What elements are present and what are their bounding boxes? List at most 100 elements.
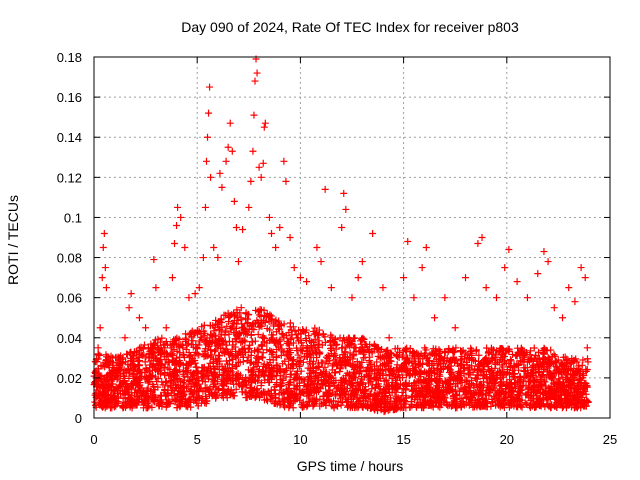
data-point — [274, 362, 282, 370]
data-point — [373, 358, 381, 366]
data-point — [100, 383, 108, 391]
data-point — [135, 386, 143, 394]
data-point — [253, 362, 261, 370]
data-point — [276, 382, 284, 390]
data-point — [217, 345, 225, 353]
data-point — [182, 337, 190, 345]
data-point-peak — [121, 334, 129, 342]
data-point-peak — [565, 284, 573, 292]
data-point — [254, 330, 262, 338]
data-point — [374, 352, 382, 360]
data-point — [265, 379, 273, 387]
data-point — [543, 373, 551, 381]
data-point — [199, 388, 207, 396]
data-point — [552, 402, 560, 410]
data-point — [328, 374, 336, 382]
data-point — [337, 386, 345, 394]
data-point — [223, 360, 231, 368]
data-point — [158, 334, 166, 342]
data-point — [343, 369, 351, 377]
data-point-peak — [354, 274, 362, 282]
data-point — [337, 382, 345, 390]
data-point — [280, 348, 288, 356]
data-point — [278, 330, 286, 338]
data-point — [119, 369, 127, 377]
data-point — [222, 346, 230, 354]
data-point — [95, 391, 103, 399]
data-point — [346, 360, 354, 368]
data-point — [260, 370, 268, 378]
data-point — [337, 401, 345, 409]
data-point — [492, 372, 500, 380]
data-point-peak — [191, 290, 199, 298]
data-point-peak — [115, 364, 123, 372]
data-point — [529, 373, 537, 381]
data-point-peak — [222, 157, 230, 165]
data-point — [394, 344, 402, 352]
data-point — [526, 372, 534, 380]
data-point — [329, 362, 337, 370]
data-point — [267, 316, 275, 324]
data-point — [233, 371, 241, 379]
data-point — [138, 351, 146, 359]
data-point — [106, 382, 114, 390]
data-point — [300, 352, 308, 360]
data-point — [531, 403, 539, 411]
data-point — [249, 389, 257, 397]
data-point — [285, 381, 293, 389]
data-point — [377, 404, 385, 412]
data-point — [198, 394, 206, 402]
data-point — [497, 368, 505, 376]
data-point — [364, 364, 372, 372]
data-point — [294, 351, 302, 359]
chart-title: Day 090 of 2024, Rate Of TEC Index for r… — [181, 19, 519, 35]
data-point — [215, 371, 223, 379]
data-point — [466, 395, 474, 403]
data-point-peak — [206, 83, 214, 91]
data-point — [291, 327, 299, 335]
data-point — [503, 380, 511, 388]
data-point — [327, 397, 335, 405]
data-point — [102, 378, 110, 386]
data-point — [232, 377, 240, 385]
data-point — [175, 375, 183, 383]
data-point — [394, 384, 402, 392]
data-point — [320, 392, 328, 400]
data-point — [530, 383, 538, 391]
data-point — [310, 401, 318, 409]
data-point — [316, 395, 324, 403]
data-point — [251, 385, 259, 393]
data-point — [341, 393, 349, 401]
data-point — [463, 351, 471, 359]
data-point — [173, 376, 181, 384]
data-point — [483, 378, 491, 386]
data-point — [91, 357, 99, 365]
data-point — [148, 351, 156, 359]
data-point — [185, 358, 193, 366]
data-point — [457, 362, 465, 370]
data-point — [518, 396, 526, 404]
data-point — [171, 369, 179, 377]
data-point-peak — [282, 177, 290, 185]
data-point — [306, 358, 314, 366]
data-point — [425, 356, 433, 364]
data-point — [500, 404, 508, 412]
data-point — [182, 364, 190, 372]
data-point — [195, 328, 203, 336]
data-point-peak — [303, 278, 311, 286]
axis-ticks: 0 5 10 15 20 25 0 0.02 0.04 0.06 0.08 0.1 0.12 0.14 0.… — [57, 50, 618, 447]
data-point-peak — [418, 264, 426, 272]
data-point-peak — [170, 240, 178, 248]
data-point — [443, 378, 451, 386]
data-point — [292, 394, 300, 402]
data-point — [411, 359, 419, 367]
data-point — [173, 404, 181, 412]
data-point — [518, 386, 526, 394]
data-point — [527, 401, 535, 409]
data-point — [189, 343, 197, 351]
data-point-peak — [276, 223, 284, 231]
data-point — [162, 396, 170, 404]
data-point — [358, 392, 366, 400]
data-point — [414, 352, 422, 360]
data-point — [432, 348, 440, 356]
